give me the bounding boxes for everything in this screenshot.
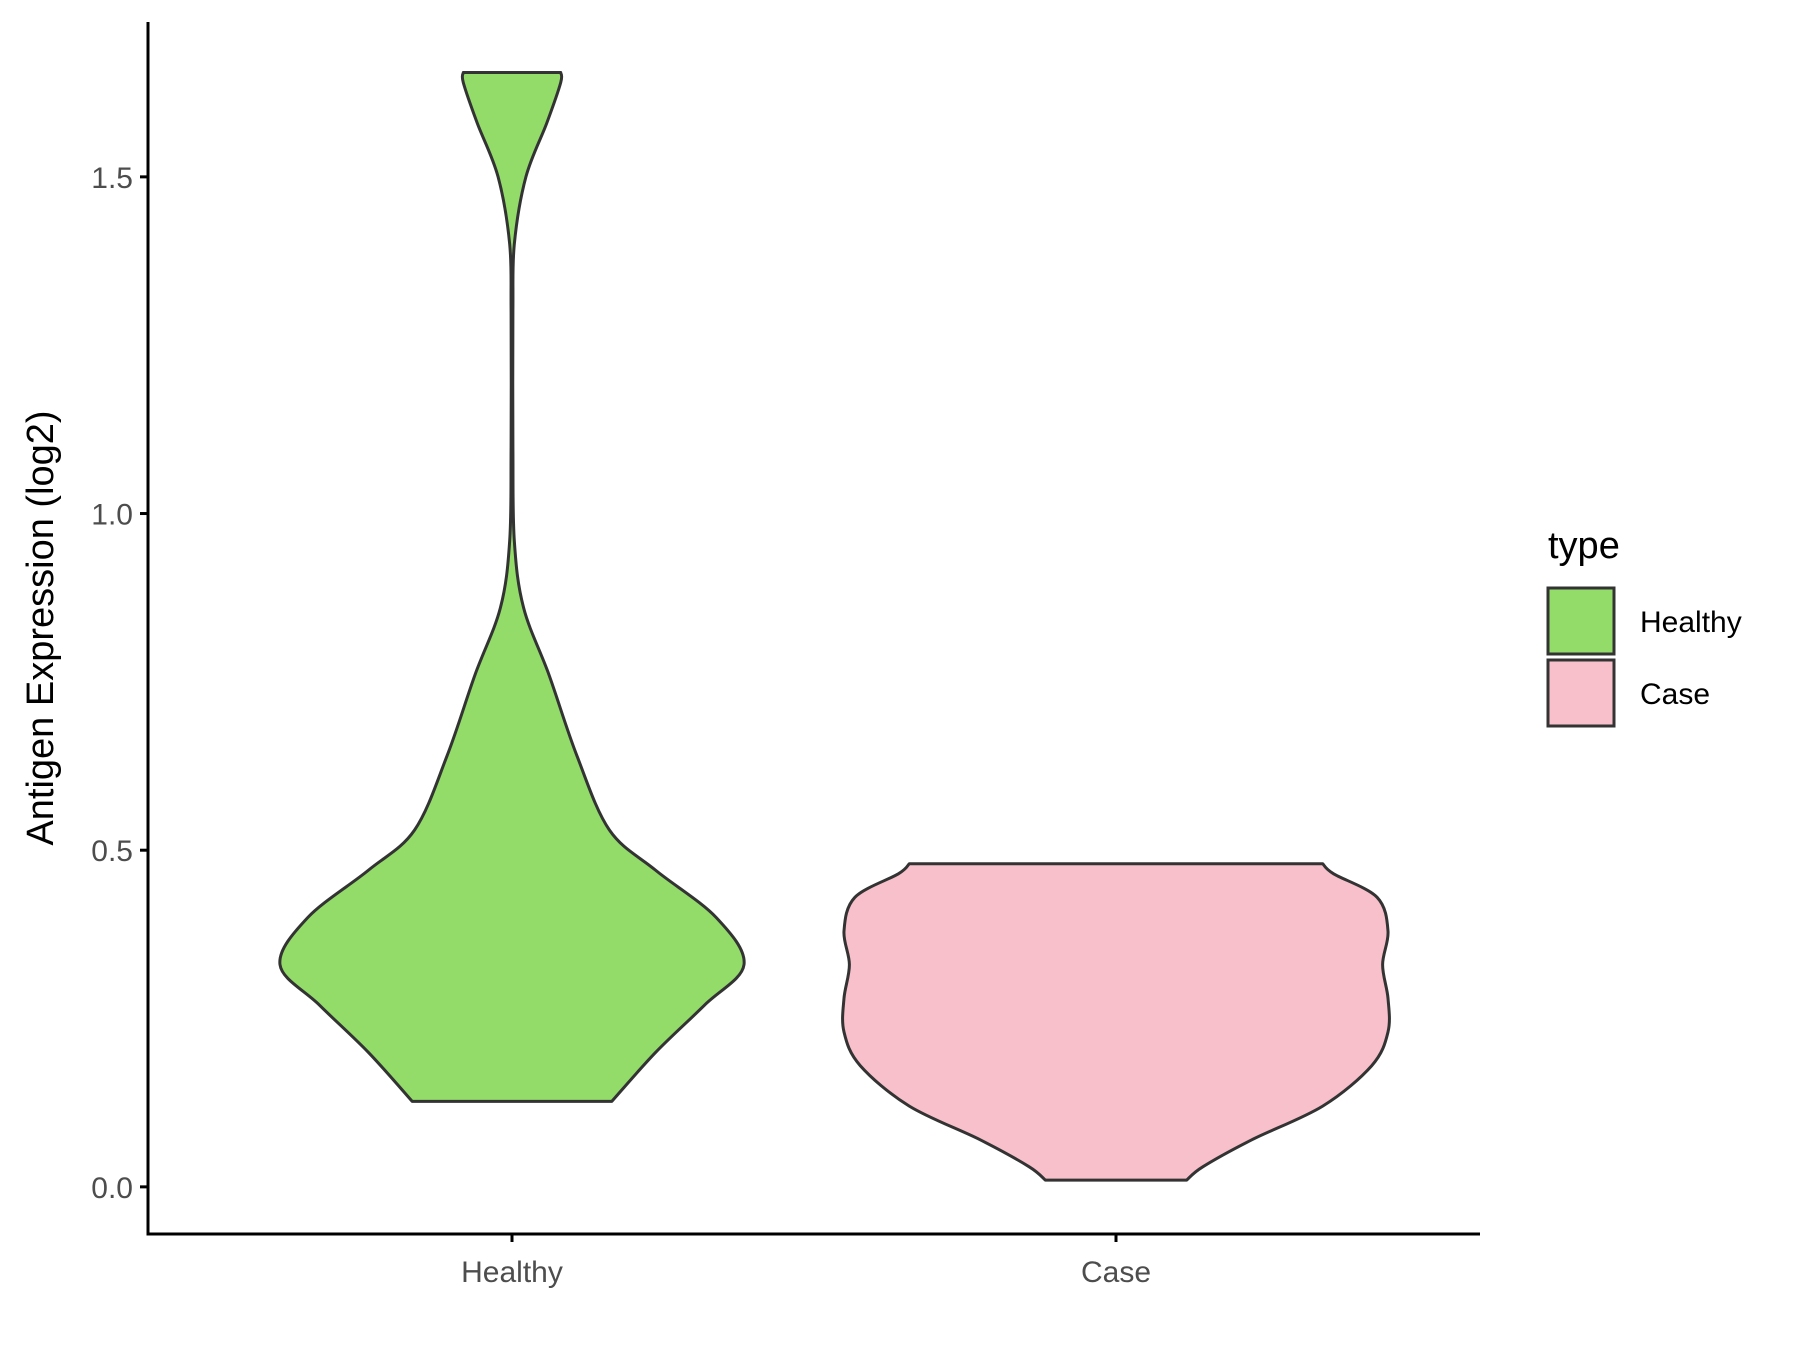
legend-key-case xyxy=(1546,658,1616,728)
x-axis-ticks: Healthy Case xyxy=(461,1234,1151,1289)
violin-case xyxy=(841,862,1391,1182)
legend-items: Healthy Case xyxy=(1546,586,1742,728)
legend-label-case: Case xyxy=(1640,678,1710,711)
x-tick-label: Case xyxy=(1081,1256,1151,1289)
y-tick-label: 1.5 xyxy=(91,162,133,195)
legend-label-healthy: Healthy xyxy=(1640,606,1742,639)
violin-layer xyxy=(278,71,1391,1182)
x-tick-label: Healthy xyxy=(461,1256,563,1289)
legend-key-healthy xyxy=(1546,586,1616,656)
y-axis-ticks: 0.0 0.5 1.0 1.5 xyxy=(91,162,148,1205)
y-tick-label: 1.0 xyxy=(91,499,133,532)
legend: type Healthy Case xyxy=(1546,525,1742,728)
y-tick-label: 0.0 xyxy=(91,1172,133,1205)
legend-title: type xyxy=(1548,525,1620,567)
y-axis-title: Antigen Expression (log2) xyxy=(20,410,62,845)
violin-healthy xyxy=(278,71,746,1103)
y-tick-label: 0.5 xyxy=(91,835,133,868)
